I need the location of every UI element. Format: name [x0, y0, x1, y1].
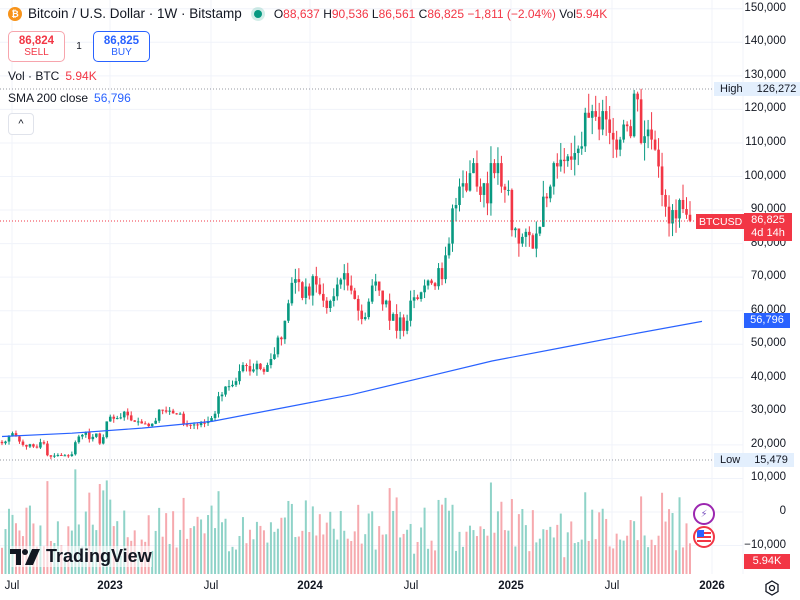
time-axis-label: Jul: [403, 580, 419, 592]
time-axis-label: 2023: [97, 580, 123, 592]
sma-200-line: [1, 320, 703, 438]
time-axis-label: 2024: [297, 580, 323, 592]
ai-assistant-icon[interactable]: ⚡: [693, 503, 715, 525]
price-axis-label: 120,000: [744, 102, 786, 115]
price-axis-label: 20,000: [750, 437, 786, 450]
price-axis-label: 60,000: [750, 303, 786, 316]
indicator-label: SMA 200 close: [8, 91, 89, 105]
volume-value-tag: 5.94K: [744, 554, 790, 569]
price-axis-label: 140,000: [744, 35, 786, 48]
indicator-value: 5.94K: [65, 69, 97, 83]
price-axis-label: 100,000: [744, 169, 786, 182]
chevron-up-icon: ^: [18, 118, 24, 130]
ohlc-values: O88,637 H90,536 L86,561 C86,825 −1,811 (…: [273, 6, 608, 21]
price-axis-label: 150,000: [744, 1, 786, 14]
tradingview-logo[interactable]: TradingView: [10, 546, 152, 567]
trade-buttons: 86,824 SELL 1 86,825 BUY: [8, 31, 150, 62]
time-axis-label: Jul: [4, 580, 20, 592]
price-axis-label: 40,000: [750, 370, 786, 383]
candlesticks: [0, 88, 692, 460]
us-flag-events-icon[interactable]: [693, 526, 715, 548]
spread-value: 1: [76, 41, 82, 52]
price-axis-label: 110,000: [745, 135, 786, 148]
price-axis-label: 70,000: [750, 270, 786, 283]
sma-indicator-legend[interactable]: SMA 200 close 56,796: [8, 91, 131, 105]
time-axis-label: Jul: [203, 580, 219, 592]
volume-indicator-legend[interactable]: Vol · BTC 5.94K: [8, 69, 97, 83]
time-axis-label: Jul: [604, 580, 620, 592]
price-axis-label: 0: [779, 505, 786, 517]
price-axis-label: 10,000: [750, 471, 786, 484]
sell-button[interactable]: 86,824 SELL: [8, 31, 65, 62]
price-axis-label: 90,000: [750, 203, 786, 216]
indicator-value: 56,796: [94, 91, 131, 105]
last-price-tag: 86,825 4d 14h: [744, 213, 792, 241]
symbol-legend: ₿ Bitcoin / U.S. Dollar · 1W · Bitstamp …: [8, 6, 607, 21]
tradingview-logo-icon: [10, 548, 40, 565]
price-axis-label: −10,000: [744, 538, 786, 551]
symbol-tag: BTCUSD: [696, 214, 746, 229]
chart-grid: [0, 0, 743, 574]
bar-countdown: 4d 14h: [751, 227, 785, 239]
price-axis-label: 30,000: [750, 404, 786, 417]
symbol-title[interactable]: Bitcoin / U.S. Dollar · 1W · Bitstamp: [28, 6, 242, 21]
time-axis-label: 2026: [699, 580, 725, 592]
low-price-tag: Low 15,479: [714, 453, 794, 467]
price-axis-label: 50,000: [750, 337, 786, 350]
price-axis-label: 130,000: [744, 68, 786, 81]
buy-button[interactable]: 86,825 BUY: [93, 31, 150, 62]
market-open-status-icon: [253, 9, 262, 18]
time-axis-label: 2025: [498, 580, 524, 592]
settings-gear-icon[interactable]: [764, 580, 780, 596]
high-price-tag: High 126,272: [714, 82, 800, 96]
collapse-legend-button[interactable]: ^: [8, 113, 34, 135]
bitcoin-logo-icon: ₿: [8, 6, 22, 21]
sma-value-tag: 56,796: [744, 313, 790, 328]
indicator-label: Vol · BTC: [8, 69, 60, 83]
